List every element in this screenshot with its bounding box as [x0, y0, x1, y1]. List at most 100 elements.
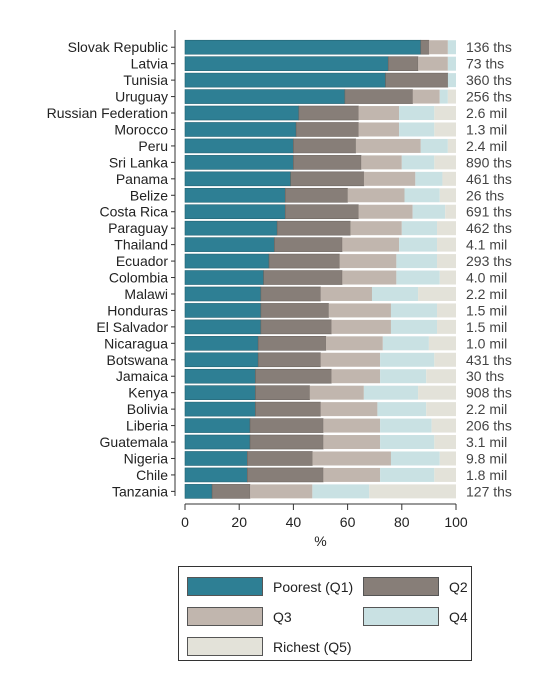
bar-slovak-republic-q1	[184, 39, 422, 55]
bar-russian-federation-q1	[184, 105, 300, 121]
y-tick-label-latvia: Latvia	[131, 56, 169, 72]
legend-label-q4: Q4	[449, 608, 468, 625]
bar-nicaragua-q3	[325, 336, 383, 351]
bar-nigeria-q2	[247, 451, 313, 466]
annotation-el-salvador: 1.5 mil	[466, 319, 507, 335]
y-tick-label-sri-lanka: Sri Lanka	[109, 154, 168, 170]
bar-thailand-q1	[184, 237, 275, 252]
bar-panama-q2	[290, 171, 365, 187]
bar-ecuador-q3	[339, 254, 397, 269]
bar-botswana-q5	[434, 352, 456, 367]
bar-belize-q1	[184, 187, 286, 203]
bar-guatemala-q2	[249, 434, 324, 450]
bar-guatemala-q3	[323, 435, 381, 450]
y-tick-label-botswana: Botswana	[107, 352, 169, 368]
annotation-panama: 461 ths	[466, 171, 512, 187]
bar-jamaica-q5	[426, 369, 456, 384]
legend-swatch-q3	[187, 607, 263, 626]
y-tick-label-panama: Panama	[116, 171, 168, 187]
annotation-liberia: 206 ths	[466, 418, 512, 434]
x-tick-label-60: 60	[340, 514, 356, 530]
bar-slovak-republic-q3	[428, 40, 448, 55]
bar-tanzania-q5	[369, 484, 456, 499]
bar-uruguay-q2	[344, 89, 413, 104]
y-tick-label-jamaica: Jamaica	[116, 368, 168, 384]
bar-tanzania-q4	[312, 484, 370, 499]
bar-russian-federation-q4	[399, 106, 435, 121]
bar-botswana-q3	[320, 352, 381, 367]
annotation-costa-rica: 691 ths	[466, 204, 512, 220]
y-tick-label-paraguay: Paraguay	[108, 220, 168, 236]
legend-item-q3: Q3	[187, 607, 292, 626]
bar-slovak-republic-q2	[420, 39, 430, 55]
bar-nicaragua-q4	[382, 336, 429, 351]
bar-guatemala-q4	[380, 435, 435, 450]
bar-chile-q2	[247, 467, 324, 483]
legend: Poorest (Q1) Q2 Q3 Q4 Richest (Q5)	[178, 566, 472, 661]
bar-panama-q1	[184, 171, 291, 187]
label-layer: Slovak Republic 136 ths Latvia 73 ths Tunisi…	[47, 39, 512, 549]
bar-honduras-q2	[260, 303, 329, 318]
bar-jamaica-q1	[184, 368, 256, 384]
annotation-russian-federation: 2.6 mil	[466, 105, 507, 121]
bar-paraguay-q4	[401, 221, 438, 236]
bar-nigeria-q4	[390, 451, 440, 466]
y-tick-label-malawi: Malawi	[124, 286, 168, 302]
annotation-jamaica: 30 ths	[466, 368, 504, 384]
y-tick-label-ecuador: Ecuador	[116, 253, 168, 269]
bar-morocco-q5	[434, 122, 456, 137]
bar-belize-q3	[347, 188, 405, 203]
bar-bolivia-q4	[377, 402, 427, 417]
bar-sri-lanka-q5	[434, 155, 456, 170]
legend-item-q4: Q4	[363, 607, 468, 626]
bar-slovak-republic-q4	[447, 40, 456, 55]
bar-liberia-q5	[431, 418, 456, 433]
bar-uruguay-q5	[447, 89, 456, 104]
bar-costa-rica-q1	[184, 204, 286, 220]
y-tick-label-russian-federation: Russian Federation	[47, 105, 168, 121]
x-tick-label-100: 100	[444, 514, 468, 530]
bar-ecuador-q2	[268, 253, 340, 269]
bar-kenya-q1	[184, 385, 256, 400]
bar-jamaica-q4	[380, 369, 427, 384]
bar-nicaragua-q5	[428, 336, 456, 351]
y-tick-label-belize: Belize	[130, 187, 168, 203]
bar-peru-q4	[420, 138, 448, 153]
y-tick-label-kenya: Kenya	[128, 385, 168, 401]
bar-colombia-q2	[263, 270, 343, 285]
bar-liberia-q4	[380, 418, 432, 433]
annotation-nicaragua: 1.0 mil	[466, 335, 507, 351]
bar-el-salvador-q2	[260, 319, 332, 335]
legend-label-q3: Q3	[273, 608, 292, 625]
annotation-tanzania: 127 ths	[466, 483, 512, 499]
bar-paraguay-q5	[437, 221, 456, 236]
bar-tunisia-q4	[447, 73, 456, 88]
legend-label-q2: Q2	[449, 578, 468, 595]
bar-el-salvador-q4	[390, 319, 438, 334]
bar-russian-federation-q3	[358, 106, 400, 121]
bar-thailand-q2	[274, 237, 343, 252]
y-tick-label-peru: Peru	[138, 138, 168, 154]
bar-sri-lanka-q4	[401, 155, 435, 170]
bar-colombia-q4	[396, 270, 440, 285]
y-tick-label-costa-rica: Costa Rica	[100, 204, 169, 220]
bar-latvia-q1	[184, 56, 389, 71]
bar-uruguay-q4	[439, 89, 448, 104]
bar-botswana-q1	[184, 352, 259, 368]
bar-el-salvador-q1	[184, 319, 262, 335]
y-tick-label-nicaragua: Nicaragua	[104, 335, 168, 351]
x-tick-label-0: 0	[181, 514, 189, 530]
y-tick-label-thailand: Thailand	[114, 237, 168, 253]
y-tick-label-nigeria: Nigeria	[124, 450, 169, 466]
bar-honduras-q4	[390, 303, 438, 318]
bar-belize-q2	[284, 187, 348, 203]
bar-latvia-q4	[447, 56, 456, 71]
bar-panama-q3	[363, 171, 416, 186]
bar-nigeria-q5	[439, 451, 456, 466]
bar-colombia-q3	[342, 270, 397, 285]
bar-ecuador-q4	[396, 254, 438, 269]
bar-bolivia-q3	[320, 402, 378, 417]
bar-panama-q5	[442, 171, 456, 186]
bar-peru-q5	[447, 138, 456, 153]
bar-guatemala-q5	[434, 435, 456, 450]
